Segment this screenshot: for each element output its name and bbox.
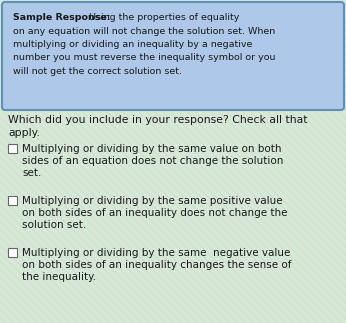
Text: number you must reverse the inequality symbol or you: number you must reverse the inequality s… [13, 54, 275, 62]
Text: Using the properties of equality: Using the properties of equality [86, 13, 239, 22]
Text: sides of an equation does not change the solution: sides of an equation does not change the… [22, 156, 283, 166]
Text: on both sides of an inequality does not change the: on both sides of an inequality does not … [22, 208, 288, 218]
Text: apply.: apply. [8, 128, 40, 138]
Text: on both sides of an inequality changes the sense of: on both sides of an inequality changes t… [22, 260, 291, 270]
Text: the inequality.: the inequality. [22, 272, 96, 282]
Text: Multiplying or dividing by the same  negative value: Multiplying or dividing by the same nega… [22, 248, 290, 258]
Text: set.: set. [22, 168, 42, 178]
Text: Sample Response:: Sample Response: [13, 13, 110, 22]
FancyBboxPatch shape [2, 2, 344, 110]
Bar [8, 196, 17, 205]
Bar [8, 248, 17, 257]
Text: Which did you include in your response? Check all that: Which did you include in your response? … [8, 115, 308, 125]
Bar [8, 144, 17, 153]
Text: Multiplying or dividing by the same value on both: Multiplying or dividing by the same valu… [22, 144, 282, 154]
Text: solution set.: solution set. [22, 220, 86, 230]
Text: will not get the correct solution set.: will not get the correct solution set. [13, 67, 182, 76]
Text: on any equation will not change the solution set. When: on any equation will not change the solu… [13, 26, 275, 36]
Text: multiplying or dividing an inequality by a negative: multiplying or dividing an inequality by… [13, 40, 252, 49]
Text: Multiplying or dividing by the same positive value: Multiplying or dividing by the same posi… [22, 196, 283, 206]
